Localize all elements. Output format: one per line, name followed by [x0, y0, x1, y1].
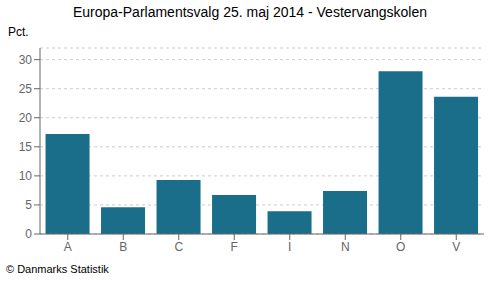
svg-text:C: C	[174, 240, 183, 254]
svg-text:15: 15	[19, 140, 33, 154]
html-text:Europa-Parlamentsvalg 25. maj: Europa-Parlamentsvalg 25. maj 2014 - Ves…	[73, 4, 427, 20]
svg-text:10: 10	[19, 169, 33, 183]
html-text:© Danmarks Statistik: © Danmarks Statistik	[6, 263, 109, 275]
svg-text:F: F	[231, 240, 238, 254]
svg-text:B: B	[119, 240, 127, 254]
html-text:Pct.: Pct.	[8, 25, 29, 39]
svg-text:I: I	[288, 240, 291, 254]
svg-text:25: 25	[19, 82, 33, 96]
svg-text:N: N	[341, 240, 350, 254]
svg-text:0: 0	[25, 227, 32, 241]
svg-text:V: V	[452, 240, 460, 254]
svg-text:A: A	[64, 240, 72, 254]
svg-text:20: 20	[19, 111, 33, 125]
svg-text:30: 30	[19, 53, 33, 67]
svg-text:5: 5	[25, 198, 32, 212]
svg-text:O: O	[396, 240, 405, 254]
